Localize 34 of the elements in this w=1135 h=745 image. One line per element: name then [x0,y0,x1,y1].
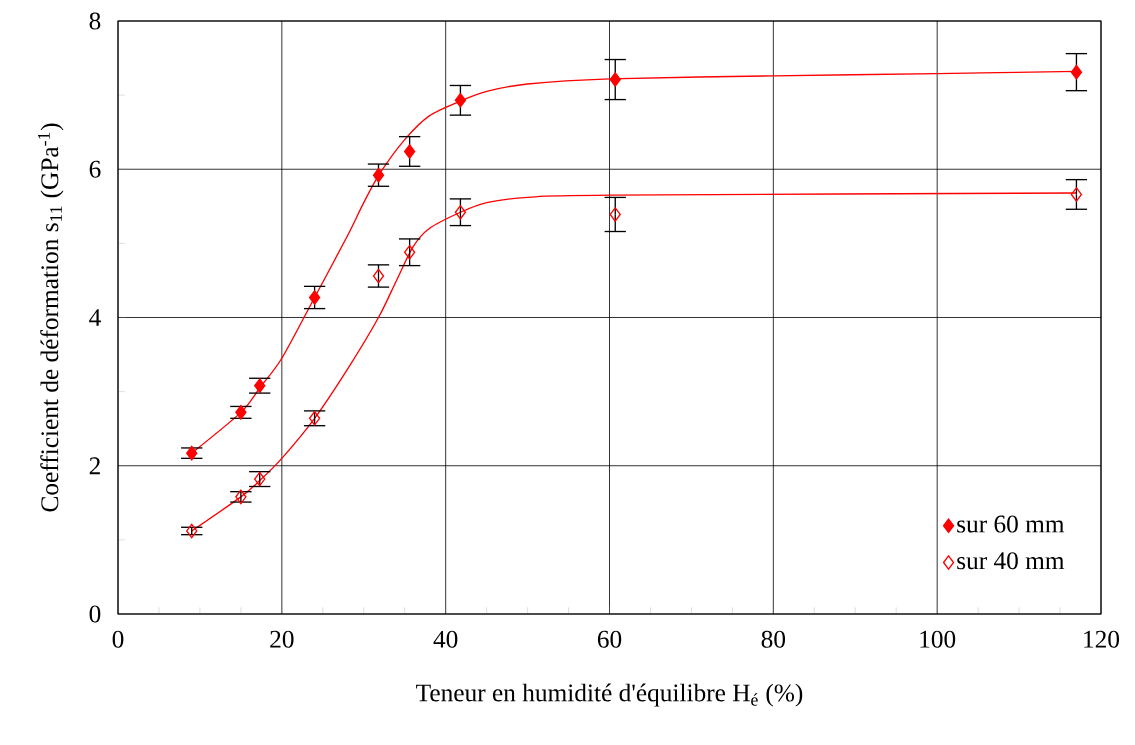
point [609,72,621,87]
point [403,244,416,260]
point [308,410,321,426]
x-tick-label: 60 [597,630,622,648]
point [254,378,266,394]
y-tick-label: 8 [89,12,101,30]
x-axis-title: Teneur en humidité d'équilibre H$_{é}$ (%) [416,683,803,707]
point [235,489,247,505]
x-tick-label: 40 [433,630,458,648]
x-tick-label: 100 [920,630,956,648]
point [403,144,416,159]
x-tick-label: 80 [761,630,786,648]
point [308,290,321,305]
x-tick-label: 20 [270,630,294,648]
point [454,204,467,220]
x-tick-label: 120 [1084,630,1120,648]
point [186,445,198,461]
point [254,471,266,487]
point [609,207,621,222]
point [454,92,467,108]
point [372,167,385,183]
x-tick-label: 0 [112,630,124,648]
y-tick-label: 6 [89,160,101,178]
point [235,405,247,420]
legend-label: sur 40 mm [957,552,1065,570]
point [1070,187,1083,202]
y-tick-label: 0 [89,605,101,623]
legend-label: sur 60 mm [957,515,1065,533]
point [372,268,385,284]
y-axis-title: Coefficient de déformation s$_{11}$ (GPa$^{-1}$) [38,123,64,512]
point [186,523,198,539]
y-tick-label: 4 [89,309,101,326]
y-tick-label: 2 [89,457,100,475]
point [1070,64,1083,80]
